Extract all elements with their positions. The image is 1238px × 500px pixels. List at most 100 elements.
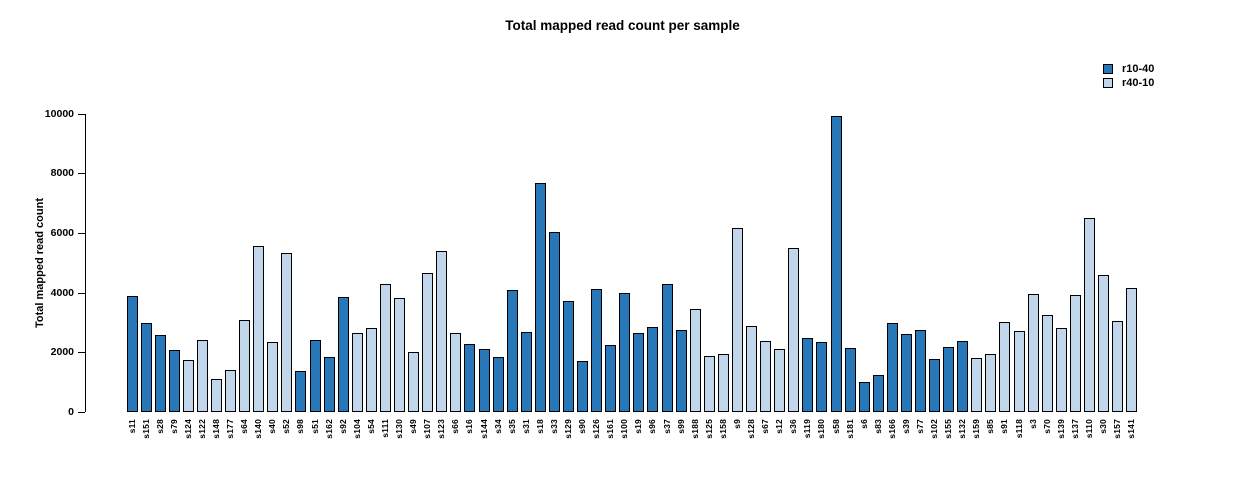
legend-item-r10-40: r10-40 <box>1103 62 1154 76</box>
bar-s123 <box>436 251 448 412</box>
x-label-s181: s181 <box>844 419 855 439</box>
bar-s122 <box>196 340 208 412</box>
x-label-s92: s92 <box>337 419 348 434</box>
x-label-s19: s19 <box>633 419 644 434</box>
legend-swatch-dark <box>1103 64 1113 74</box>
x-label-s64: s64 <box>239 419 250 434</box>
bar-s64 <box>239 319 251 412</box>
x-label-s12: s12 <box>774 419 785 434</box>
bar-s104 <box>351 332 363 412</box>
x-label-s111: s111 <box>379 419 390 438</box>
bar-s52 <box>281 253 293 412</box>
x-label-s118: s118 <box>1013 419 1024 439</box>
bar-s157 <box>1112 320 1124 412</box>
legend-label: r40-10 <box>1122 77 1155 89</box>
y-axis-title: Total mapped read count <box>34 197 46 328</box>
x-label-s11: s11 <box>126 419 137 434</box>
bar-s70 <box>1041 314 1053 412</box>
x-label-s28: s28 <box>154 419 165 434</box>
bar-s107 <box>422 273 434 412</box>
bar-s151 <box>140 323 152 412</box>
y-tick-label: 2000 <box>50 346 74 359</box>
bar-s98 <box>295 371 307 412</box>
x-label-s162: s162 <box>323 419 334 439</box>
bar-s77 <box>914 329 926 412</box>
bar-s162 <box>323 357 335 412</box>
bar-s99 <box>675 329 687 412</box>
x-label-s141: s141 <box>1126 419 1137 439</box>
x-label-s16: s16 <box>464 419 475 434</box>
x-label-s180: s180 <box>816 419 827 439</box>
bar-s96 <box>647 326 659 412</box>
x-label-s126: s126 <box>591 419 602 439</box>
x-label-s51: s51 <box>309 419 320 434</box>
x-label-s107: s107 <box>422 419 433 439</box>
x-label-s104: s104 <box>351 419 362 439</box>
x-label-s161: s161 <box>605 419 616 439</box>
bar-s110 <box>1083 218 1095 412</box>
bar-s3 <box>1027 294 1039 412</box>
x-label-s155: s155 <box>943 419 954 439</box>
x-label-s90: s90 <box>577 419 588 434</box>
x-label-s3: s3 <box>1027 419 1038 429</box>
y-tick <box>78 352 85 354</box>
x-label-s157: s157 <box>1112 419 1123 439</box>
bar-s58 <box>830 115 842 412</box>
x-label-s54: s54 <box>365 419 376 434</box>
x-label-s130: s130 <box>394 419 405 439</box>
legend-swatch-light <box>1103 78 1113 88</box>
x-label-s148: s148 <box>210 419 221 439</box>
legend: r10-40 r40-10 <box>1103 62 1154 90</box>
x-label-s30: s30 <box>1098 419 1109 434</box>
y-tick <box>78 113 85 115</box>
y-tick-label: 0 <box>68 406 74 418</box>
y-tick-label: 4000 <box>50 286 74 299</box>
x-label-s83: s83 <box>872 419 883 434</box>
bar-s79 <box>168 349 180 412</box>
x-label-s151: s151 <box>140 419 151 439</box>
x-label-s166: s166 <box>886 419 897 439</box>
bar-s83 <box>872 374 884 412</box>
bar-s144 <box>478 349 490 412</box>
bar-s11 <box>126 295 138 412</box>
bar-s16 <box>464 343 476 412</box>
x-label-s177: s177 <box>225 419 236 439</box>
legend-label: r10-40 <box>1122 63 1155 75</box>
x-label-s98: s98 <box>295 419 306 434</box>
x-label-s123: s123 <box>436 419 447 439</box>
bar-s130 <box>394 297 406 412</box>
x-label-s35: s35 <box>506 419 517 434</box>
x-label-s188: s188 <box>689 419 700 439</box>
bar-s34 <box>492 357 504 412</box>
x-label-s34: s34 <box>492 419 503 434</box>
x-label-s139: s139 <box>1055 419 1066 439</box>
bar-s36 <box>788 248 800 412</box>
bar-s132 <box>957 340 969 412</box>
x-label-s132: s132 <box>957 419 968 439</box>
legend-item-r40-10: r40-10 <box>1103 76 1154 90</box>
x-label-s125: s125 <box>703 419 714 439</box>
x-label-s36: s36 <box>788 419 799 434</box>
bar-s139 <box>1055 328 1067 412</box>
bar-s129 <box>562 301 574 412</box>
bar-s166 <box>886 323 898 412</box>
bar-s19 <box>633 332 645 412</box>
y-tick <box>78 292 85 294</box>
bar-s37 <box>661 284 673 412</box>
bar-s102 <box>929 359 941 412</box>
x-label-s18: s18 <box>534 419 545 434</box>
bar-s177 <box>225 369 237 412</box>
x-label-s67: s67 <box>760 419 771 434</box>
bar-s92 <box>337 297 349 412</box>
bar-s91 <box>999 321 1011 412</box>
chart-title: Total mapped read count per sample <box>505 18 740 33</box>
bar-s67 <box>760 340 772 412</box>
x-label-s6: s6 <box>858 419 869 429</box>
bar-s137 <box>1069 295 1081 412</box>
bar-s51 <box>309 339 321 412</box>
bar-s66 <box>450 332 462 412</box>
bar-s30 <box>1098 275 1110 412</box>
bar-s181 <box>844 348 856 412</box>
bar-s155 <box>943 347 955 412</box>
bar-s111 <box>379 283 391 412</box>
